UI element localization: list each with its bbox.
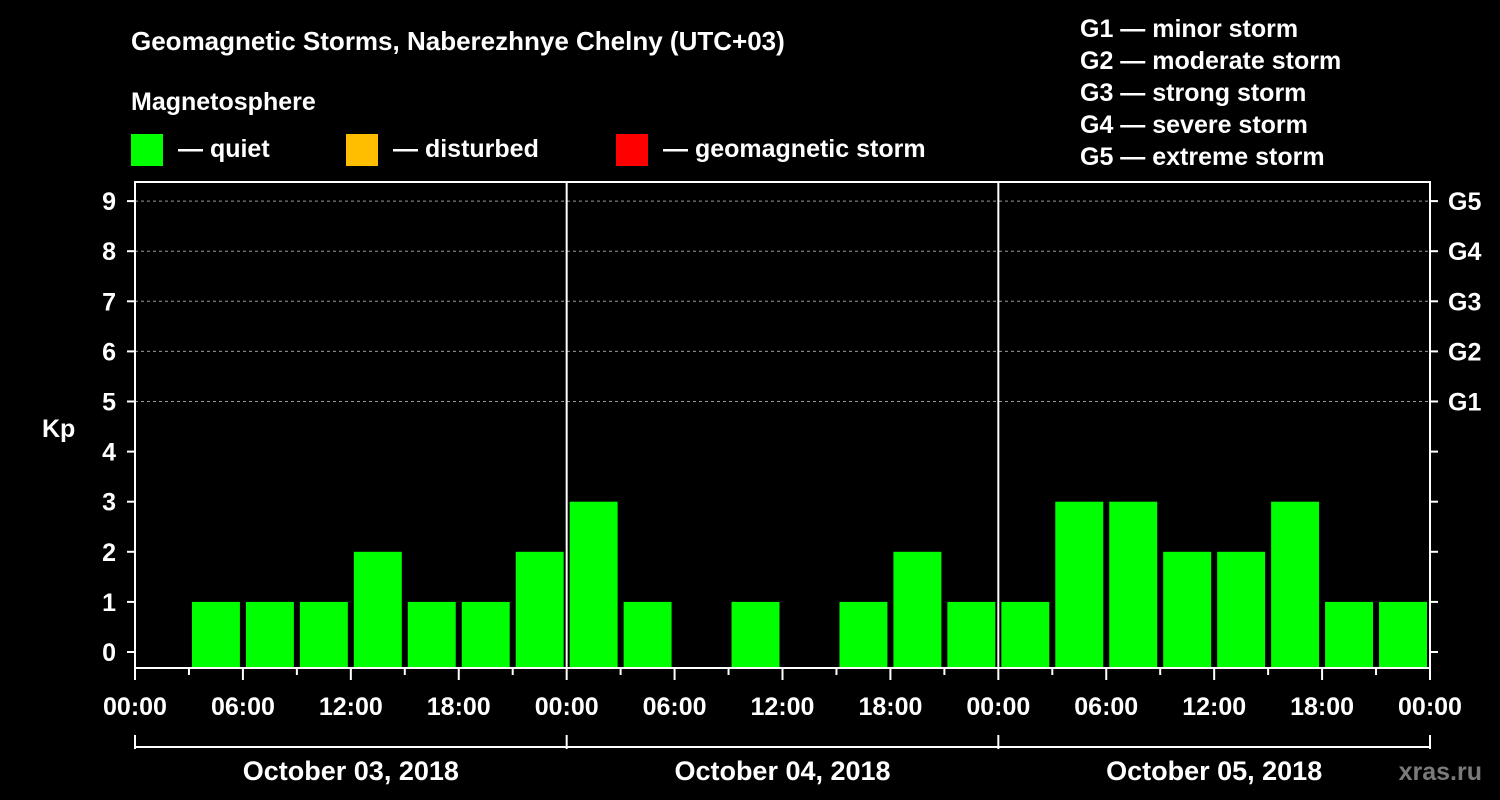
x-tick-label: 00:00 [535, 693, 599, 721]
day-label: October 05, 2018 [1106, 756, 1322, 786]
kp-bar [1325, 601, 1374, 668]
chart-subtitle: Magnetosphere [131, 88, 316, 116]
legend-label: — quiet [178, 135, 270, 163]
kp-bar [623, 601, 672, 668]
kp-bar [1001, 601, 1050, 668]
y-tick-label: 1 [102, 589, 116, 617]
y-tick-label: 6 [102, 338, 116, 366]
legend-swatch [616, 134, 648, 166]
kp-bar [1109, 501, 1158, 668]
kp-bar [731, 601, 780, 668]
y-tick-label: 0 [102, 639, 116, 667]
kp-bar [353, 551, 402, 668]
x-tick-label: 18:00 [1290, 693, 1354, 721]
x-tick-label: 06:00 [211, 693, 275, 721]
y-tick-label: 3 [102, 489, 116, 517]
kp-bar [515, 551, 564, 668]
watermark: xras.ru [1399, 758, 1482, 786]
kp-bar [461, 601, 510, 668]
storm-scale-item: G5 — extreme storm [1080, 143, 1325, 171]
kp-bar [1271, 501, 1320, 668]
legend-label: — geomagnetic storm [663, 135, 926, 163]
kp-bar [191, 601, 240, 668]
storm-level-label: G1 [1448, 389, 1481, 417]
x-tick-label: 12:00 [751, 693, 815, 721]
storm-scale-item: G3 — strong storm [1080, 79, 1306, 107]
kp-bar [1379, 601, 1427, 668]
kp-bar [1217, 551, 1266, 668]
y-tick-label: 9 [102, 188, 116, 216]
y-tick-label: 7 [102, 288, 116, 316]
day-label: October 04, 2018 [674, 756, 890, 786]
kp-bar [839, 601, 888, 668]
y-tick-label: 2 [102, 539, 116, 567]
x-tick-label: 00:00 [966, 693, 1030, 721]
x-tick-label: 00:00 [103, 693, 167, 721]
storm-scale-item: G1 — minor storm [1080, 15, 1298, 43]
kp-bar [947, 601, 996, 668]
day-label: October 03, 2018 [243, 756, 459, 786]
storm-level-label: G2 [1448, 338, 1481, 366]
kp-bar [569, 501, 618, 668]
kp-bar [1163, 551, 1212, 668]
y-tick-label: 8 [102, 238, 116, 266]
x-tick-label: 12:00 [319, 693, 383, 721]
kp-bar [1055, 501, 1104, 668]
storm-scale-item: G2 — moderate storm [1080, 47, 1341, 75]
legend-swatch [346, 134, 378, 166]
legend-label: — disturbed [393, 135, 539, 163]
x-tick-label: 06:00 [643, 693, 707, 721]
x-tick-label: 12:00 [1182, 693, 1246, 721]
y-tick-label: 4 [102, 439, 116, 467]
y-tick-label: 5 [102, 389, 116, 417]
x-tick-label: 18:00 [427, 693, 491, 721]
storm-level-label: G3 [1448, 288, 1481, 316]
x-tick-label: 18:00 [858, 693, 922, 721]
storm-level-label: G5 [1448, 188, 1481, 216]
kp-bar [407, 601, 456, 668]
storm-scale-item: G4 — severe storm [1080, 111, 1308, 139]
storm-level-label: G4 [1448, 238, 1481, 266]
chart-title: Geomagnetic Storms, Naberezhnye Chelny (… [131, 26, 785, 56]
kp-bar [245, 601, 294, 668]
legend-swatch [131, 134, 163, 166]
x-tick-label: 00:00 [1398, 693, 1462, 721]
kp-bar [299, 601, 348, 668]
y-axis-label: Kp [42, 415, 75, 443]
x-tick-label: 06:00 [1074, 693, 1138, 721]
kp-bar [893, 551, 942, 668]
